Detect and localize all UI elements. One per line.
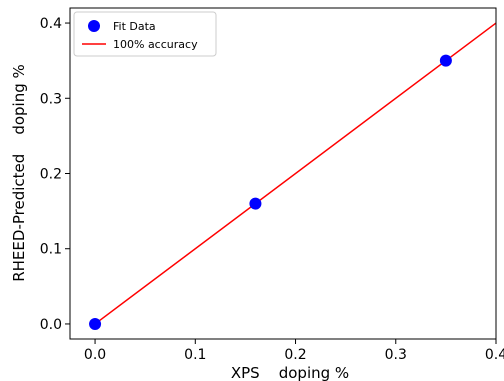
y-axis-label: RHEED-Predicted doping % [10,64,28,282]
data-point-fit-0 [89,317,102,330]
legend-label-accuracy: 100% accuracy [113,38,198,51]
y-tick-label-4: 0.4 [40,16,62,32]
plot-background [70,8,496,339]
legend-box [73,11,217,57]
x-axis-label: XPS doping % [231,364,349,381]
series-line-accuracy [94,22,497,325]
legend: Fit Data 100% accuracy [73,11,217,57]
y-tick-label-3: 0.3 [40,91,62,107]
y-tick-label-0: 0.0 [40,317,62,333]
legend-label-fit-data: Fit Data [113,20,156,33]
x-tick-label-1: 0.1 [184,347,206,363]
x-tick-label-2: 0.2 [284,347,306,363]
x-axis-ticks: 0.0 0.1 0.2 0.3 0.4 [84,339,504,363]
y-tick-label-2: 0.2 [40,167,62,183]
x-tick-label-0: 0.0 [84,347,106,363]
y-axis-ticks: 0.0 0.1 0.2 0.3 0.4 [40,16,70,333]
plot-marks [89,22,497,330]
data-point-fit-2 [439,54,452,67]
x-tick-label-3: 0.3 [385,347,407,363]
legend-marker-fit-data [88,20,100,32]
x-tick-label-4: 0.4 [485,347,504,363]
y-tick-label-1: 0.1 [40,242,62,258]
data-point-fit-1 [249,197,262,210]
